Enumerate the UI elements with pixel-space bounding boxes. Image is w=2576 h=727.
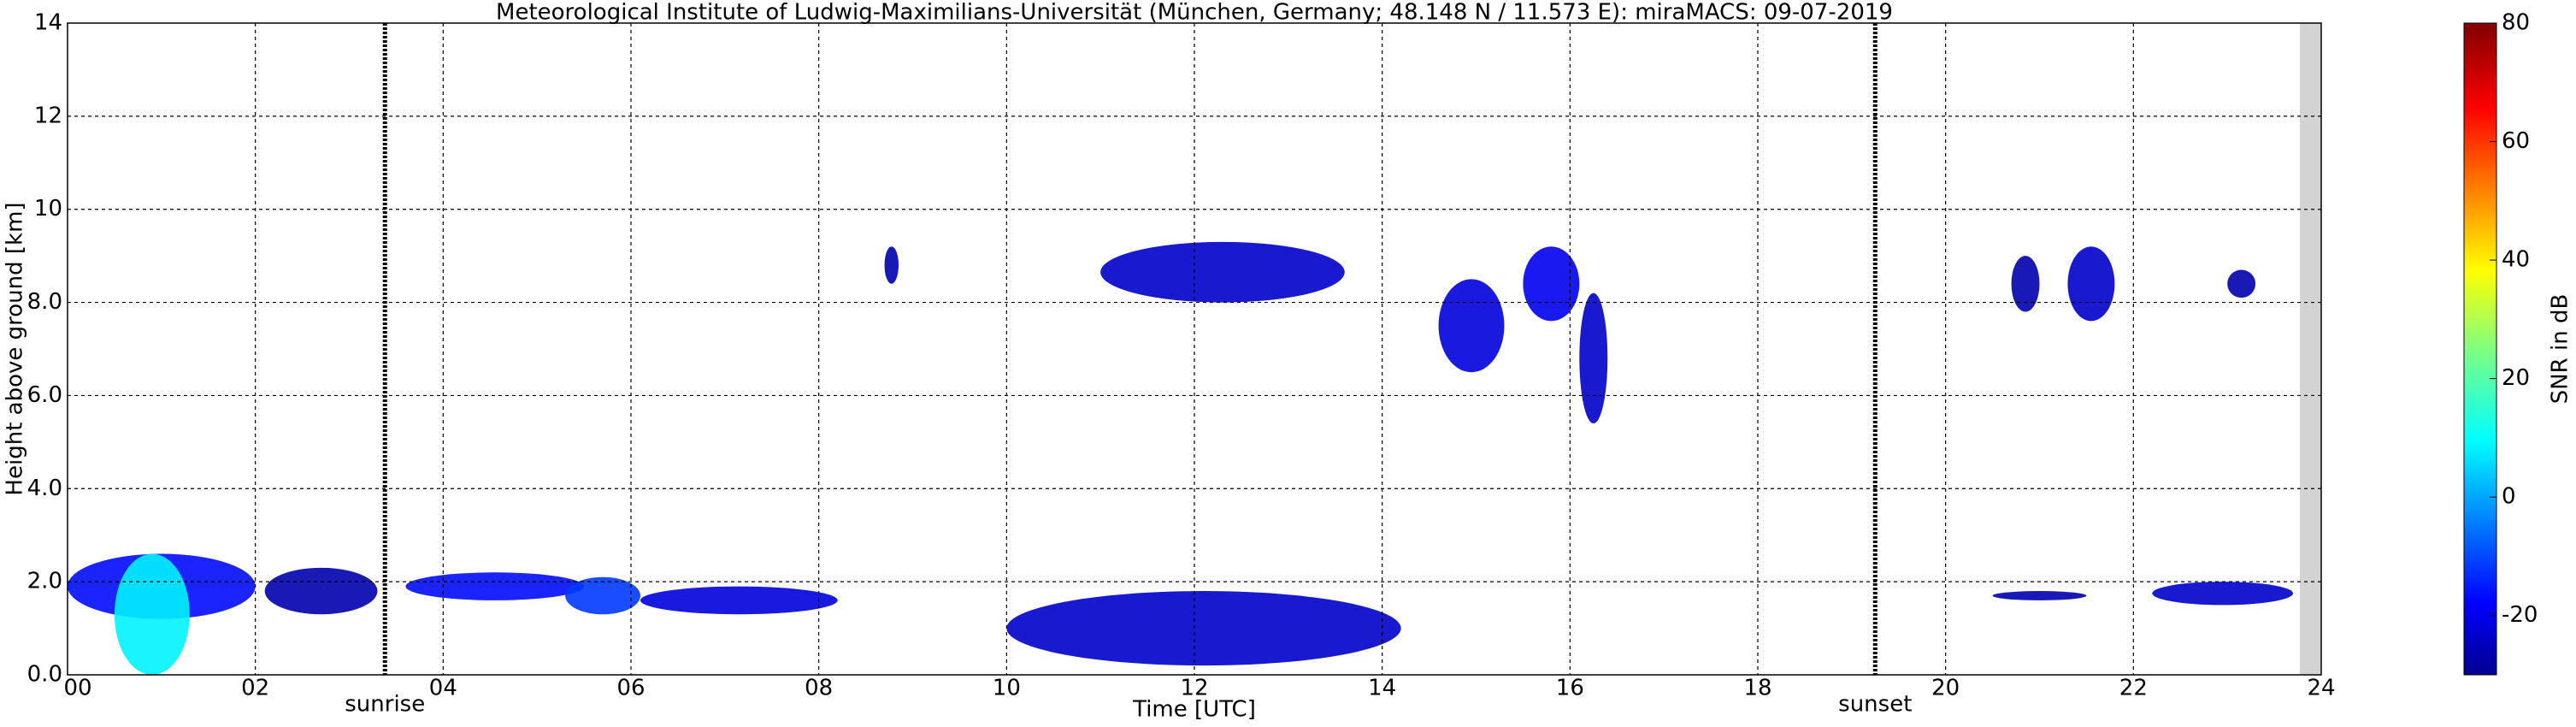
- radar-echo: [1992, 591, 2087, 600]
- x-tick-label: 24: [2307, 676, 2335, 701]
- y-tick-label: 0.0: [27, 662, 62, 688]
- x-tick-label: 04: [429, 676, 457, 701]
- plot-area: [67, 241, 2294, 675]
- radar-echo: [2011, 256, 2040, 312]
- radar-echo: [640, 586, 838, 615]
- x-tick-label: 18: [1743, 676, 1771, 701]
- x-tick-label: 22: [2119, 676, 2148, 701]
- radar-echo: [1579, 293, 1608, 424]
- y-tick-label: 6.0: [27, 382, 62, 408]
- x-tick-label: 14: [1368, 676, 1396, 701]
- y-tick-label: 10: [34, 196, 62, 222]
- radar-echo: [1100, 241, 1345, 303]
- radar-echo: [1438, 279, 1505, 373]
- colorbar: [2463, 22, 2497, 676]
- x-tick-label: 06: [616, 676, 645, 701]
- x-tick-label: 16: [1556, 676, 1584, 701]
- radar-echo: [1523, 246, 1580, 322]
- chart-title: Meteorological Institute of Ludwig-Maxim…: [496, 0, 1893, 26]
- y-tick-label: 14: [34, 10, 62, 36]
- colorbar-tick-label: 20: [2502, 365, 2530, 391]
- radar-echo: [114, 553, 190, 675]
- y-tick-label: 8.0: [27, 289, 62, 315]
- colorbar-tick-label: -20: [2502, 602, 2538, 628]
- colorbar-tick-label: 60: [2502, 128, 2530, 154]
- x-tick-label: 02: [241, 676, 269, 701]
- radar-echo: [264, 567, 378, 615]
- colorbar-label: SNR in dB: [2548, 294, 2573, 405]
- radar-echo: [2227, 269, 2256, 298]
- y-tick-label: 2.0: [27, 569, 62, 594]
- x-tick-label: 00: [63, 676, 91, 701]
- no-data-band: [2300, 23, 2321, 675]
- annotation-label: sunset: [1838, 692, 1912, 718]
- radar-echo: [2152, 582, 2294, 606]
- radar-echo: [565, 576, 640, 615]
- x-axis-label: Time [UTC]: [1132, 697, 1256, 723]
- x-tick-label: 08: [805, 676, 833, 701]
- x-tick-label: 12: [1180, 676, 1208, 701]
- radar-echo: [2067, 246, 2115, 322]
- radar-echo: [405, 572, 585, 600]
- y-tick-label: 4.0: [27, 476, 62, 501]
- annotation-label: sunrise: [345, 692, 425, 718]
- colorbar-tick-label: 80: [2502, 10, 2530, 36]
- radar-echo: [884, 246, 899, 284]
- y-tick-label: 12: [34, 103, 62, 128]
- colorbar-tick-label: 0: [2502, 484, 2516, 510]
- x-tick-label: 10: [993, 676, 1021, 701]
- y-axis-label: Height above ground [km]: [3, 202, 28, 495]
- x-tick-label: 20: [1931, 676, 1960, 701]
- colorbar-tick-label: 40: [2502, 247, 2530, 273]
- radar-echo: [1006, 591, 1401, 666]
